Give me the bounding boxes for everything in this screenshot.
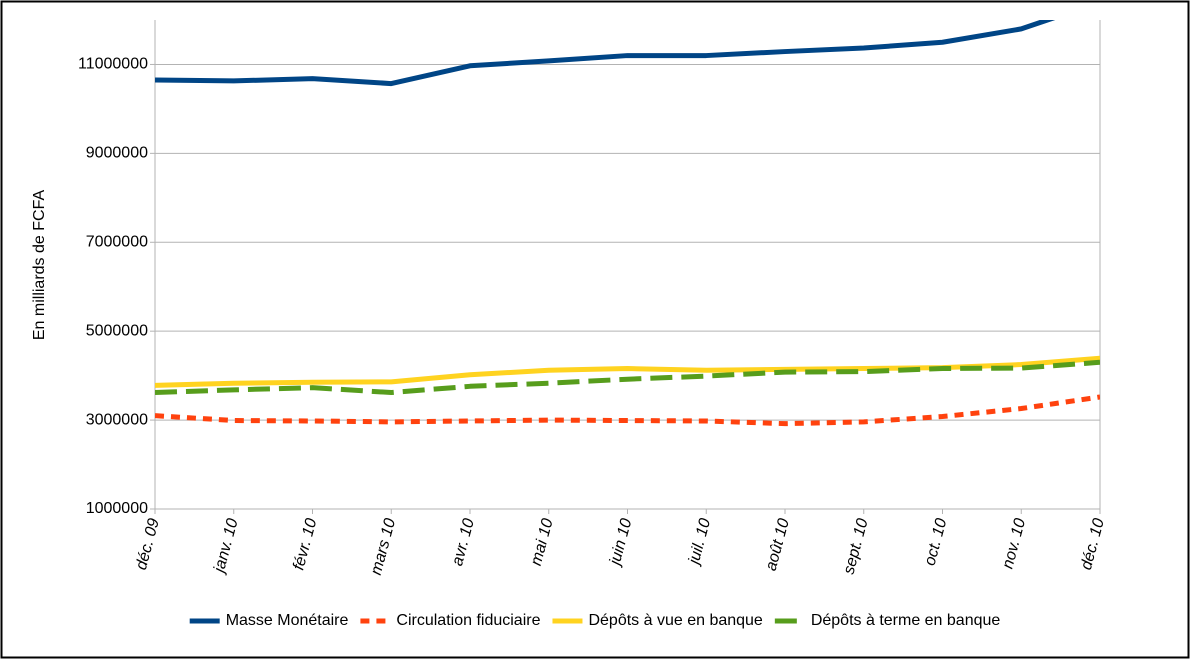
legend-label: Dépôts à terme en banque [811,612,1001,629]
legend-label: Dépôts à vue en banque [588,612,762,629]
legend-label: Masse Monétaire [226,612,349,629]
plot-lines [155,20,1100,427]
y-axis-title: En milliards de FCFA [31,190,48,341]
y-tick-label: 5000000 [86,322,148,339]
series-line [155,394,1100,427]
series-line [155,20,1056,87]
y-tick-label: 1000000 [86,500,148,517]
y-tick-label: 7000000 [86,233,148,250]
y-tick-label: 11000000 [78,56,148,73]
series-line [155,359,1100,396]
y-tick-label: 9000000 [86,145,148,162]
y-tick-label: 3000000 [86,411,148,428]
legend-label: Circulation fiduciaire [396,612,540,629]
